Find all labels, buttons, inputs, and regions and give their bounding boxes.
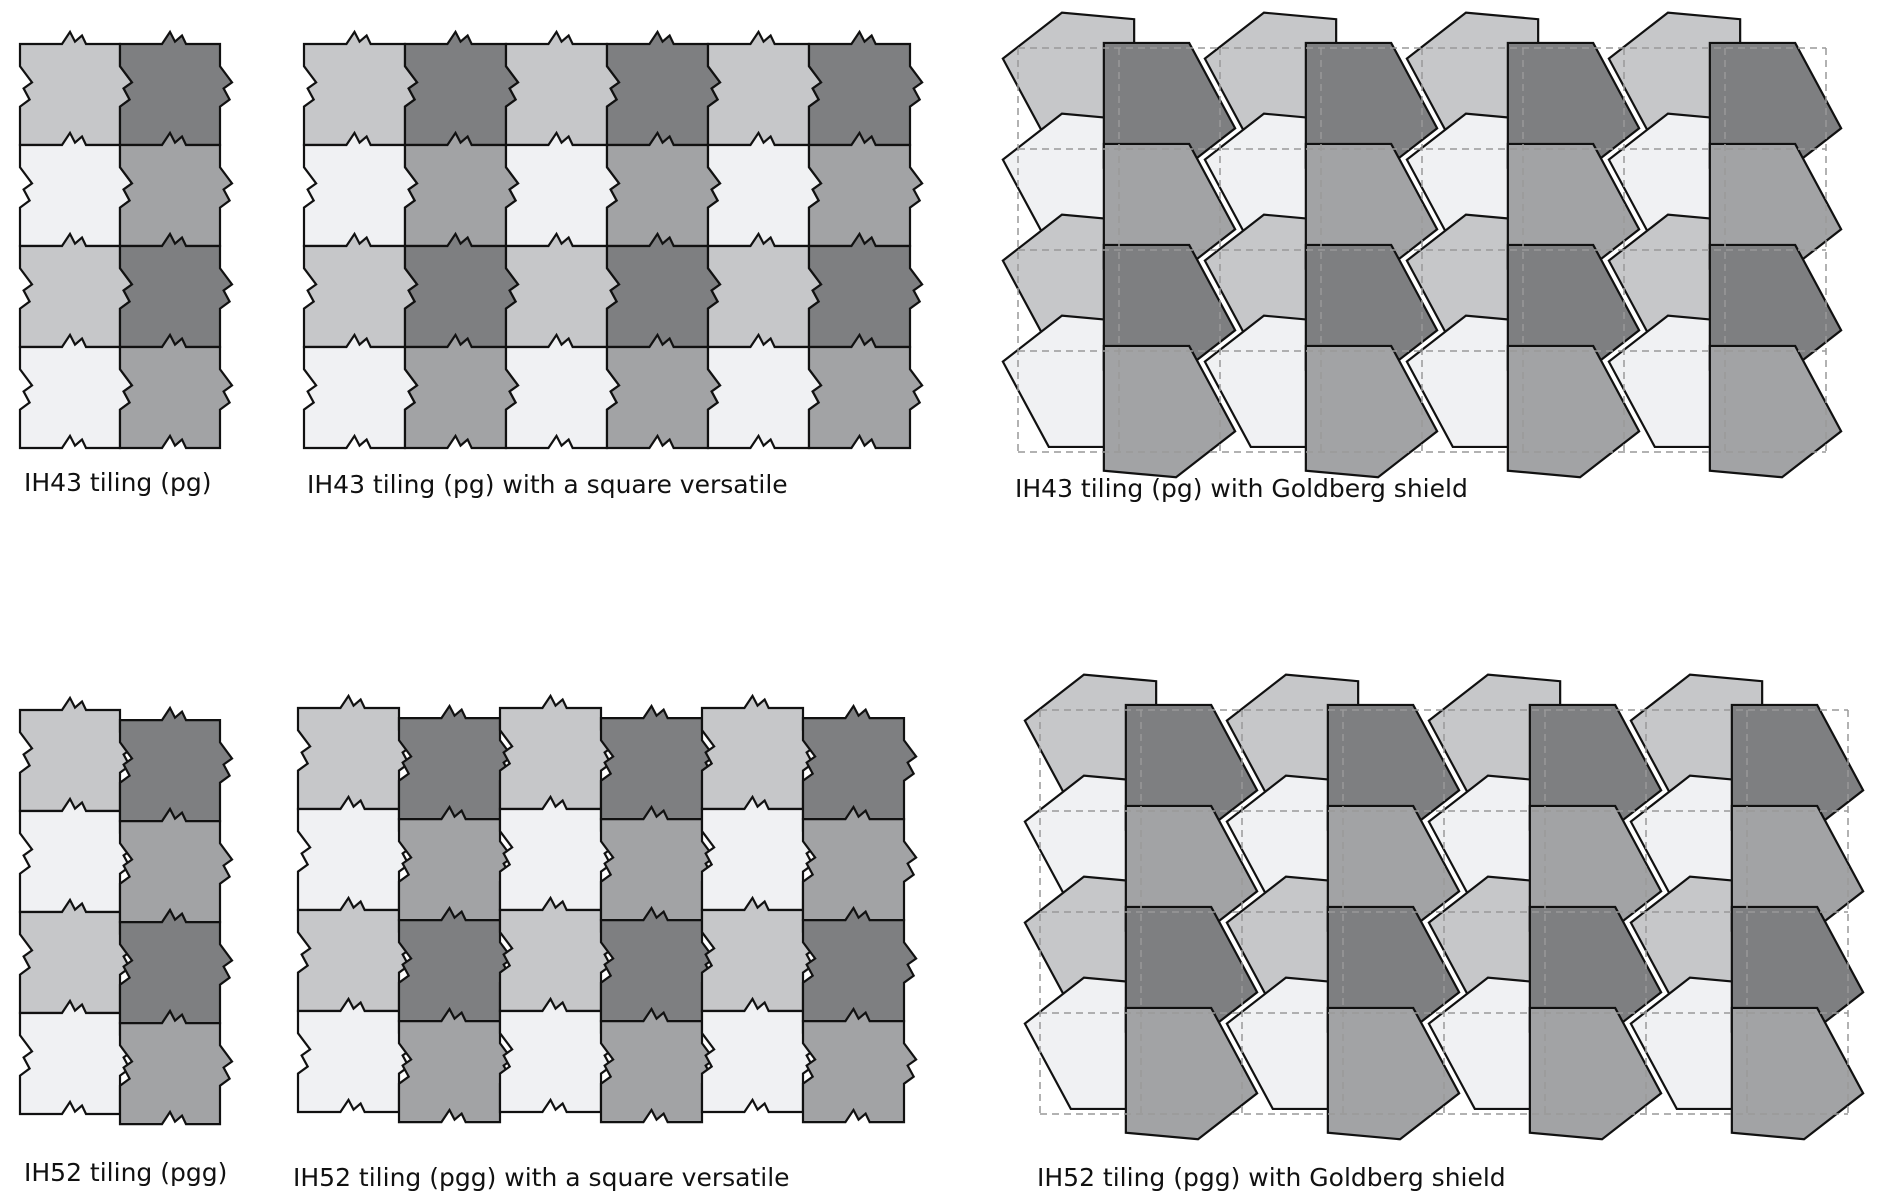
tile — [397, 804, 514, 922]
tile — [118, 907, 234, 1025]
ih52-pgg-goldberg-caption: IH52 tiling (pgg) with Goldberg shield — [1037, 1163, 1506, 1192]
ih52-pgg-tiling-figure — [0, 695, 236, 1128]
tile — [801, 804, 918, 922]
tile — [118, 130, 234, 248]
tile — [403, 231, 520, 349]
tile — [296, 895, 413, 1013]
tile — [605, 130, 722, 248]
tile — [807, 231, 924, 349]
tile — [403, 130, 520, 248]
ih43-pg-tiling-svg — [18, 29, 234, 450]
tile — [599, 703, 716, 821]
tile — [18, 231, 134, 349]
shield-tile — [1102, 344, 1237, 479]
tile — [498, 794, 615, 912]
tile — [397, 905, 514, 1023]
shield-tile — [1528, 1006, 1663, 1141]
ih43-pg-caption: IH43 tiling (pg) — [24, 468, 212, 497]
tile — [302, 130, 419, 248]
ih43-pg-goldberg-figure — [1001, 10, 1868, 479]
tile — [801, 1006, 918, 1124]
tile — [302, 332, 419, 450]
tile — [807, 332, 924, 450]
shield-tile — [1708, 344, 1843, 479]
tile — [118, 29, 234, 147]
tile — [700, 996, 817, 1114]
tile — [700, 895, 817, 1013]
tile — [118, 332, 234, 450]
ih52-pgg-square-versatile-caption: IH52 tiling (pgg) with a square versatil… — [293, 1163, 790, 1192]
tile — [498, 895, 615, 1013]
tile — [599, 1006, 716, 1124]
tile — [498, 693, 615, 811]
tile — [504, 130, 621, 248]
ih43-pg-square-versatile-figure — [300, 29, 924, 450]
tile — [605, 332, 722, 450]
tile — [118, 1008, 234, 1126]
tile — [18, 695, 134, 813]
tile — [18, 332, 134, 450]
tile — [18, 998, 134, 1116]
tile — [296, 996, 413, 1114]
ih43-pg-goldberg-svg — [1001, 11, 1843, 479]
tile — [706, 332, 823, 450]
shield-tile — [1124, 1006, 1259, 1141]
tile — [599, 905, 716, 1023]
tile — [504, 29, 621, 147]
tile — [18, 29, 134, 147]
ih52-pgg-goldberg-svg — [1023, 673, 1865, 1141]
ih43-pg-tiling-figure — [14, 29, 234, 450]
tile — [605, 29, 722, 147]
tile — [700, 794, 817, 912]
tile — [498, 996, 615, 1114]
ih52-pgg-tiling-svg — [18, 695, 234, 1126]
tile — [599, 804, 716, 922]
tile — [700, 693, 817, 811]
tile — [18, 796, 134, 914]
ih52-pgg-square-versatile-figure — [282, 690, 922, 1124]
tile — [504, 231, 621, 349]
ih52-pgg-goldberg-figure — [1000, 666, 1882, 1162]
tile — [18, 897, 134, 1015]
tile — [302, 29, 419, 147]
tile — [118, 806, 234, 924]
tile — [397, 703, 514, 821]
ih52-pgg-caption: IH52 tiling (pgg) — [24, 1158, 228, 1187]
tile — [296, 693, 413, 811]
tile — [403, 29, 520, 147]
ih43-pg-goldberg-caption: IH43 tiling (pg) with Goldberg shield — [1015, 474, 1468, 503]
tile — [706, 231, 823, 349]
shield-tile — [1326, 1006, 1461, 1141]
tile — [18, 130, 134, 248]
shield-tile — [1304, 344, 1439, 479]
ih52-pgg-square-versatile-svg — [296, 693, 918, 1124]
ih43-pg-square-versatile-caption: IH43 tiling (pg) with a square versatile — [307, 470, 788, 499]
tile — [801, 905, 918, 1023]
tile — [801, 703, 918, 821]
tile — [706, 29, 823, 147]
tile — [403, 332, 520, 450]
tile — [605, 231, 722, 349]
tile — [504, 332, 621, 450]
tile — [397, 1006, 514, 1124]
ih43-pg-square-versatile-svg — [302, 29, 924, 450]
shield-tile — [1506, 344, 1641, 479]
shield-tile — [1730, 1006, 1865, 1141]
tile — [118, 231, 234, 349]
tile — [807, 130, 924, 248]
tile — [807, 29, 924, 147]
tile — [302, 231, 419, 349]
tile — [118, 705, 234, 823]
tile — [296, 794, 413, 912]
tile — [706, 130, 823, 248]
